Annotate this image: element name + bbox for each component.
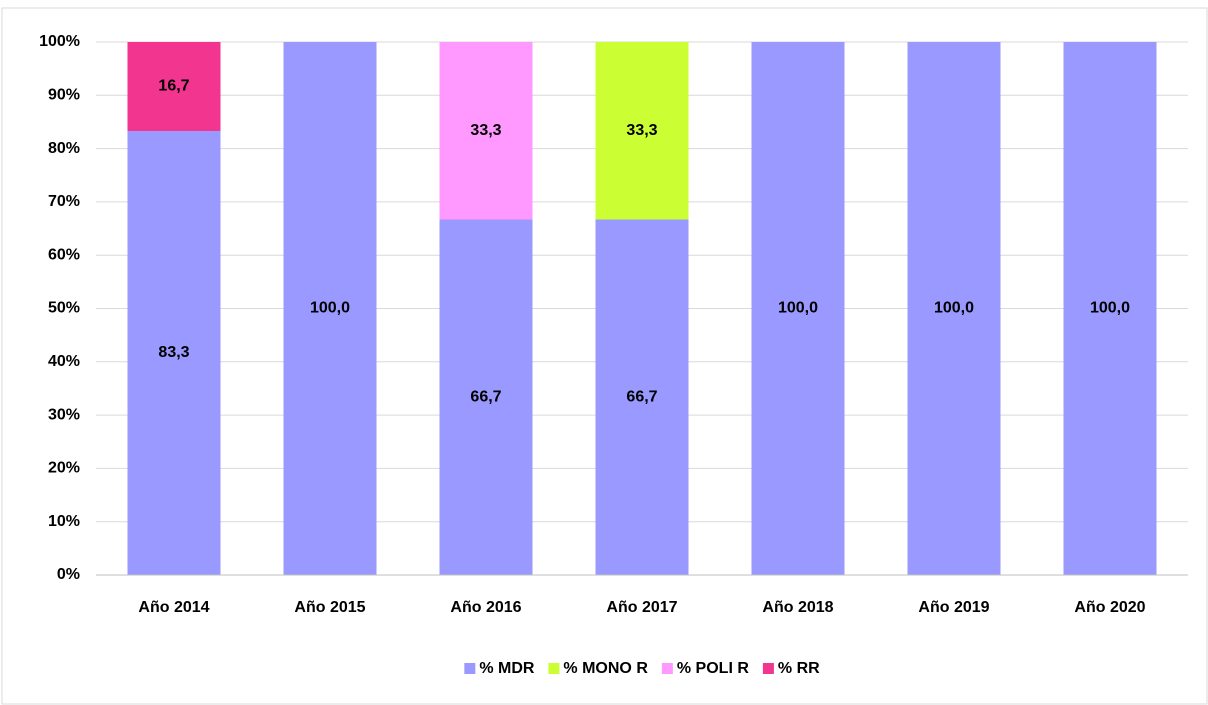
bar-segment [439,219,533,575]
bar-segment [439,42,533,220]
y-tick-label: 70% [48,193,80,210]
legend-label: % MONO R [563,660,648,677]
x-tick-label: Año 2019 [918,599,989,616]
data-label: 66,7 [626,388,657,405]
y-tick-label: 60% [48,246,80,263]
bar-segment [283,42,377,575]
legend-swatch [762,663,774,674]
data-label: 100,0 [934,300,974,317]
legend-label: % RR [778,660,820,677]
bar-segment [595,42,689,220]
data-label: 100,0 [310,300,350,317]
data-label: 16,7 [158,78,189,95]
y-tick-label: 0% [57,566,80,583]
data-label: 33,3 [626,122,657,139]
y-tick-label: 20% [48,460,80,477]
y-tick-label: 30% [48,406,80,423]
data-label: 83,3 [158,344,189,361]
x-tick-label: Año 2018 [762,599,833,616]
y-tick-label: 80% [48,140,80,157]
bar-segment [595,219,689,575]
legend-swatch [661,663,673,674]
x-tick-label: Año 2020 [1074,599,1145,616]
bar-segment [751,42,845,575]
data-label: 66,7 [470,388,501,405]
legend-label: % POLI R [677,660,749,677]
bar-segment [127,42,221,132]
bar-segment [127,131,221,576]
data-label: 100,0 [1090,300,1130,317]
y-tick-label: 90% [48,87,80,104]
legend-swatch [548,663,560,674]
legend-label: % MDR [479,660,535,677]
y-tick-label: 50% [48,300,80,317]
data-label: 100,0 [778,300,818,317]
y-tick-label: 40% [48,353,80,370]
y-tick-label: 10% [48,513,80,530]
data-label: 33,3 [470,122,501,139]
x-tick-label: Año 2014 [138,599,209,616]
x-tick-label: Año 2017 [606,599,677,616]
y-tick-label: 100% [39,33,80,50]
legend-swatch [464,663,476,674]
bar-segment [907,42,1001,575]
bar-segment [1063,42,1157,575]
x-tick-label: Año 2016 [450,599,521,616]
x-tick-label: Año 2015 [294,599,365,616]
